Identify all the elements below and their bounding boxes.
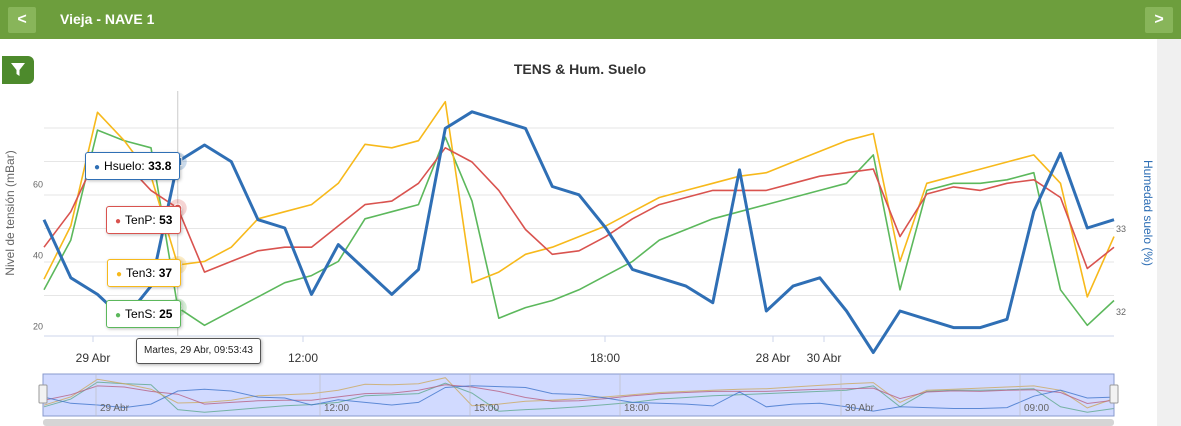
x-tick-label: 12:00 (288, 351, 318, 365)
navigator-tick-label: 30 Abr (845, 403, 875, 414)
tenp-dot-icon: ● (115, 216, 122, 227)
tooltip-tens-name: TenS (125, 307, 153, 321)
y2-axis-ticks: 32 33 (1116, 224, 1126, 317)
filter-button[interactable] (2, 56, 34, 84)
page-title: Vieja - NAVE 1 (60, 11, 155, 27)
tooltip-tenp-value: 53 (159, 213, 173, 227)
tooltip-ten3: ● Ten3: 37 (107, 259, 182, 287)
x-tick-label: 18:00 (590, 351, 620, 365)
prev-button[interactable]: < (8, 7, 36, 33)
y-tick-label: 60 (33, 179, 43, 189)
navigator-line-tens (43, 381, 1115, 413)
series-lines[interactable] (42, 100, 1115, 354)
navigator-ticks: 29 Abr 12:00 15:00 18:00 30 Abr 09:00 (95, 374, 1049, 416)
tooltip-hsuelo: ● Hsuelo: 33.8 (85, 152, 181, 180)
chart-title: TENS & Hum. Suelo (514, 61, 646, 77)
tooltip-tenp: ● TenP: 53 (106, 206, 182, 234)
navigator-tick-label: 12:00 (324, 403, 349, 414)
filter-icon (11, 63, 25, 76)
series-line-tens[interactable] (43, 129, 1115, 327)
x-tick-label: 29 Abr (76, 351, 111, 365)
tooltip-ten3-name: Ten3 (126, 266, 153, 280)
navigator-line-ten3 (43, 377, 1115, 409)
navigator-series (43, 377, 1115, 413)
navigator-tick-label: 29 Abr (100, 403, 130, 414)
chart-scrollbar[interactable] (43, 419, 1114, 426)
tooltip-ten3-value: 37 (158, 266, 173, 280)
navigator-line-hsuelo (43, 385, 1115, 412)
series-line-ten3[interactable] (43, 100, 1115, 298)
header-bar: < Vieja - NAVE 1 > (0, 0, 1181, 39)
series-line-tenp[interactable] (43, 147, 1115, 273)
y-tick-label: 40 (33, 250, 43, 260)
x-tick-label: 28 Abr (756, 351, 791, 365)
navigator-line-tenp (43, 384, 1115, 405)
tooltip-tens: ● TenS: 25 (106, 300, 182, 328)
tooltip-tenp-name: TenP (125, 213, 153, 227)
navigator-tick-label: 09:00 (1024, 403, 1049, 414)
navigator-tick-label: 18:00 (624, 403, 649, 414)
y-tick-label: 20 (33, 321, 43, 331)
x-axis-ticks: 29 Abr 12:00 18:00 28 Abr 30 Abr (76, 336, 842, 365)
ten3-dot-icon: ● (116, 269, 123, 280)
series-line-hsuelo[interactable] (42, 110, 1115, 354)
chart-area: TENS & Hum. Suelo Nivel de tensión (mBar… (3, 61, 1155, 426)
grid-lines (44, 127, 1114, 296)
tens-dot-icon: ● (115, 310, 122, 321)
next-button[interactable]: > (1145, 7, 1173, 33)
tooltip-hsuelo-name: Hsuelo (104, 159, 142, 173)
y2-tick-label: 32 (1116, 307, 1126, 317)
hsuelo-dot-icon: ● (94, 162, 101, 173)
tooltip-hsuelo-value: 33.8 (148, 159, 172, 173)
x-tick-label: 30 Abr (807, 351, 842, 365)
scrollbar-track[interactable] (1157, 39, 1181, 426)
y-axis-ticks: 20 40 60 (33, 179, 43, 331)
navigator-frame (42, 373, 1115, 417)
y2-axis-title: Humedad suelo (%) (1141, 160, 1155, 266)
navigator-handle-left[interactable] (38, 384, 48, 404)
tooltip-date: Martes, 29 Abr, 09:53:43 (136, 338, 261, 364)
tooltip-tens-value: 25 (159, 307, 173, 321)
navigator-tick-label: 15:00 (474, 403, 499, 414)
navigator-selection[interactable] (42, 373, 1115, 417)
y2-tick-label: 33 (1116, 224, 1126, 234)
navigator-handle-right[interactable] (1109, 384, 1119, 404)
y-axis-title: Nivel de tensión (mBar) (3, 150, 17, 275)
